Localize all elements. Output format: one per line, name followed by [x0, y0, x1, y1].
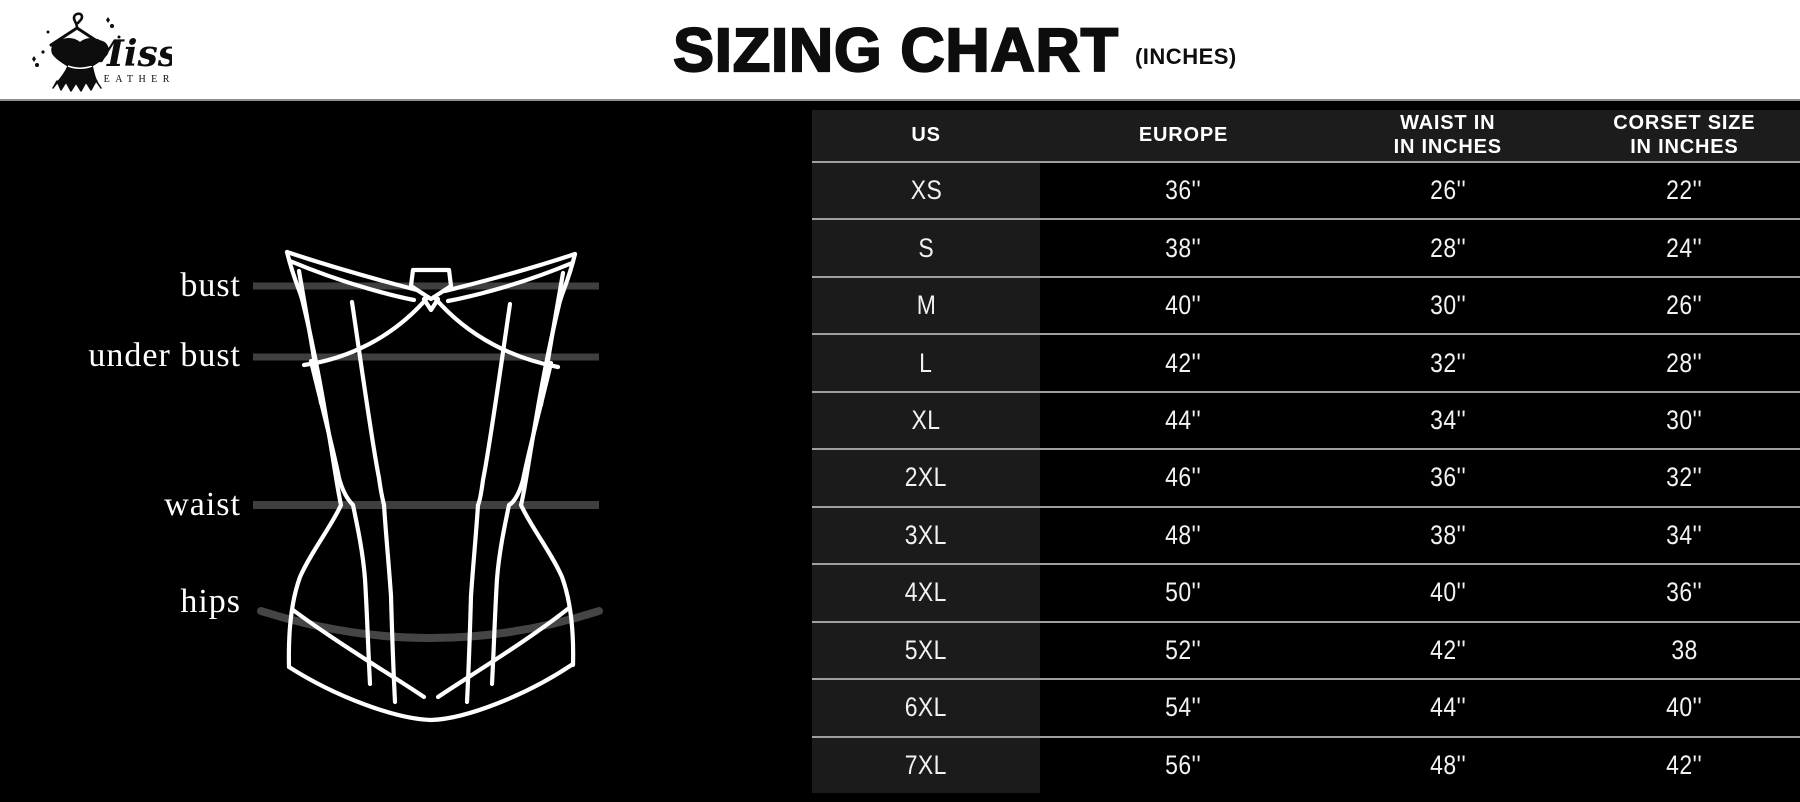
column-header-corset: CORSET SIZE IN INCHES — [1613, 111, 1756, 158]
label-under-bust: under bust — [88, 337, 241, 374]
europe-size-cell: 48'' — [1165, 519, 1202, 550]
us-size-cell: L — [812, 335, 1041, 391]
waist-size-cell: 28'' — [1429, 232, 1466, 263]
europe-size-cell: 56'' — [1165, 749, 1202, 780]
table-row: 3XL 48'' 38'' 34'' — [812, 507, 1800, 566]
us-size-cell: S — [812, 220, 1041, 276]
us-size-cell: 7XL — [812, 737, 1041, 793]
europe-size-cell: 50'' — [1165, 577, 1202, 608]
table-row: 5XL 52'' 42'' 38 — [812, 622, 1800, 681]
table-row: 6XL 54'' 44'' 40'' — [812, 680, 1800, 738]
brand-logo: Miss LEATHER — [22, 6, 178, 94]
europe-size-cell: 42'' — [1165, 347, 1202, 378]
corset-size-cell: 42'' — [1666, 749, 1703, 780]
corset-outline — [284, 249, 578, 723]
table-row: S 38'' 28'' 24'' — [812, 220, 1800, 278]
us-size-cell: 4XL — [812, 565, 1041, 621]
us-size-cell: 3XL — [812, 507, 1041, 564]
waist-size-cell: 44'' — [1429, 692, 1466, 723]
title-block: SIZING CHART (INCHES) — [0, 0, 1800, 99]
unit-note: (INCHES) — [1134, 43, 1237, 69]
europe-size-cell: 38'' — [1165, 232, 1202, 263]
table-body: XS 36'' 26'' 22'' S 38'' 28'' 24'' M 40'… — [812, 163, 1800, 793]
us-size-cell: 6XL — [812, 680, 1041, 736]
us-size-cell: 5XL — [812, 622, 1041, 679]
us-size-cell: 2XL — [812, 450, 1041, 506]
waist-size-cell: 34'' — [1429, 405, 1466, 436]
us-size-cell: XL — [812, 392, 1041, 449]
dress-hanger-icon: Miss LEATHER — [32, 12, 178, 92]
waist-size-cell: 32'' — [1429, 347, 1466, 378]
table-row: XL 44'' 34'' 30'' — [812, 392, 1800, 451]
table-row: M 40'' 30'' 26'' — [812, 277, 1800, 336]
waist-size-cell: 30'' — [1429, 290, 1466, 321]
brand-script-text: Miss — [82, 33, 172, 75]
column-header-europe: EUROPE — [1138, 123, 1229, 146]
us-size-cell: XS — [812, 163, 1041, 219]
label-bust: bust — [180, 267, 241, 304]
corset-measurement-diagram: bust under bust waist hips — [0, 101, 812, 800]
corset-size-cell: 26'' — [1666, 290, 1703, 321]
waist-size-cell: 38'' — [1429, 519, 1466, 550]
corset-size-cell: 32'' — [1666, 462, 1703, 493]
waist-size-cell: 42'' — [1429, 634, 1466, 665]
corset-size-cell: 24'' — [1666, 232, 1703, 263]
corset-size-cell: 40'' — [1666, 692, 1703, 723]
europe-size-cell: 40'' — [1165, 290, 1202, 321]
europe-size-cell: 36'' — [1165, 175, 1202, 206]
waist-size-cell: 26'' — [1429, 175, 1466, 206]
corset-size-cell: 34'' — [1666, 519, 1703, 550]
corset-size-cell: 36'' — [1666, 577, 1703, 608]
top-banner: Miss LEATHER SIZING CHART (INCHES) — [0, 0, 1800, 99]
corset-line-art — [253, 249, 603, 723]
page-title: SIZING CHART — [672, 14, 1119, 84]
us-size-cell: M — [812, 277, 1041, 334]
europe-size-cell: 44'' — [1165, 405, 1202, 436]
table-row: 2XL 46'' 36'' 32'' — [812, 450, 1800, 508]
europe-size-cell: 54'' — [1165, 692, 1202, 723]
table-row: L 42'' 32'' 28'' — [812, 335, 1800, 393]
measurement-lines — [253, 282, 603, 642]
column-header-us: US — [911, 123, 941, 146]
table-row: 4XL 50'' 40'' 36'' — [812, 565, 1800, 623]
corset-size-cell: 30'' — [1666, 405, 1703, 436]
sizing-table: US EUROPE WAIST IN IN INCHES CORSET SIZE… — [812, 101, 1800, 800]
waist-size-cell: 36'' — [1429, 462, 1466, 493]
table-row: XS 36'' 26'' 22'' — [812, 163, 1800, 221]
corset-size-cell: 38 — [1671, 634, 1698, 665]
brand-word-text: LEATHER — [92, 74, 172, 85]
table-row: 7XL 56'' 48'' 42'' — [812, 737, 1800, 793]
europe-size-cell: 46'' — [1165, 462, 1202, 493]
table-header-row: US EUROPE WAIST IN IN INCHES CORSET SIZE… — [812, 110, 1800, 163]
corset-size-cell: 28'' — [1666, 347, 1703, 378]
label-hips: hips — [180, 583, 241, 620]
europe-size-cell: 52'' — [1165, 634, 1202, 665]
waist-size-cell: 40'' — [1429, 577, 1466, 608]
label-waist: waist — [164, 486, 241, 523]
waist-size-cell: 48'' — [1429, 749, 1466, 780]
header-divider — [0, 99, 1800, 101]
content-area: bust under bust waist hips US EUROPE WAI… — [0, 101, 1800, 800]
column-header-waist: WAIST IN IN INCHES — [1393, 111, 1502, 158]
corset-size-cell: 22'' — [1666, 175, 1703, 206]
